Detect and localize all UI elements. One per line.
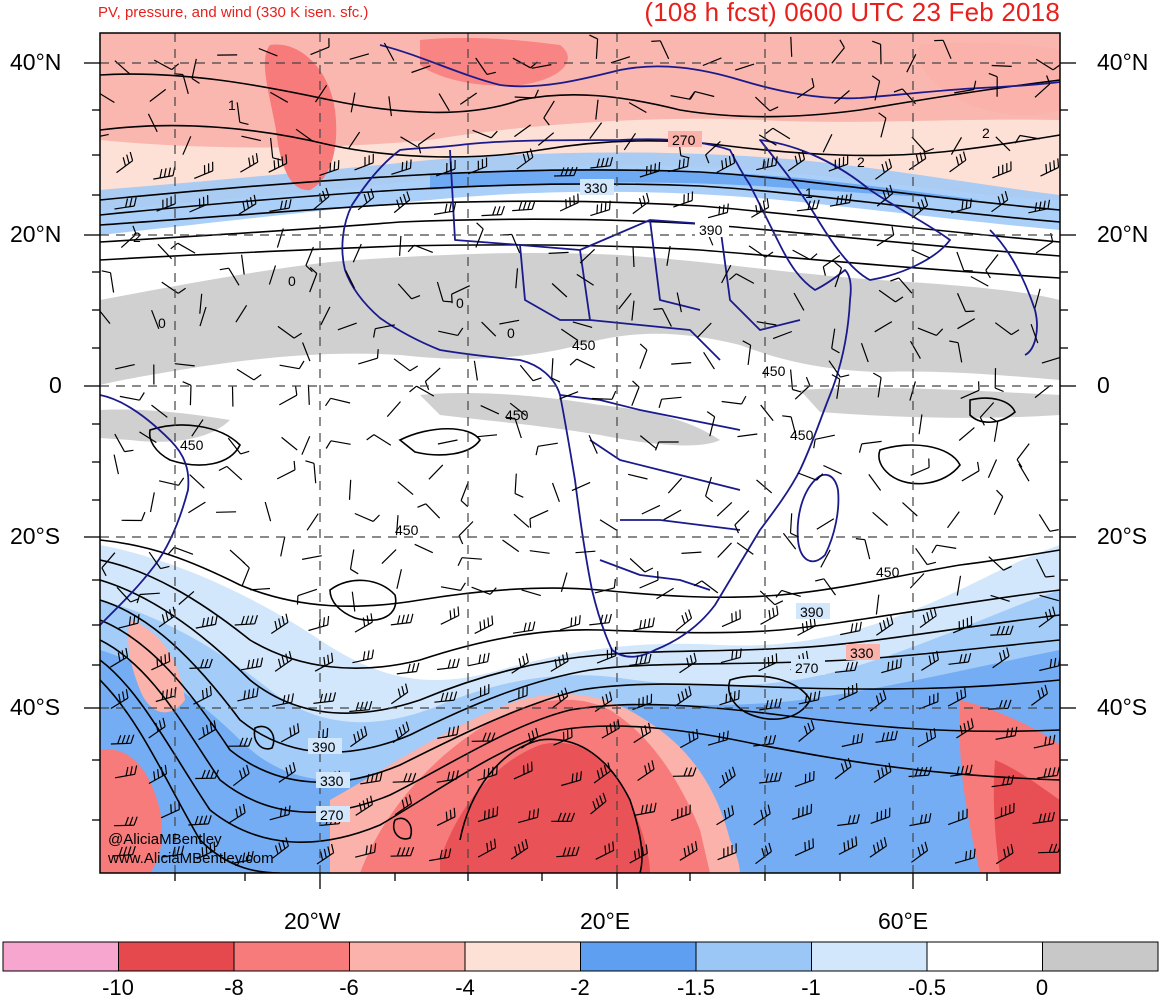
colorbar-label: 0 [1036,975,1048,1001]
lat-label-right: 40°S [1097,694,1147,721]
lat-label-right: 20°N [1097,221,1148,248]
colorbar-swatch [350,942,466,971]
pv-contour-label: 0 [507,325,515,341]
lat-label-left: 20°N [10,221,61,248]
colorbar-swatch [1043,942,1159,971]
pressure-contour-label: 390 [312,739,336,755]
lat-label-left: 40°N [10,49,61,76]
pressure-contour-label: 330 [320,773,344,789]
wind-barb [216,512,236,513]
pressure-contour-label: 450 [505,407,529,423]
colorbar-label: -4 [455,975,475,1001]
colorbar-swatch [119,942,235,971]
pv-contour-label: 2 [857,154,865,170]
colorbar-swatch [696,942,812,971]
colorbar-swatch [465,942,581,971]
pv-contour-label: 0 [288,273,296,289]
pressure-contour-label: 450 [395,522,419,538]
lat-label-left: 40°S [10,694,60,721]
pv-contour-label: 0 [158,315,166,331]
lon-label: 60°E [878,908,928,935]
colorbar [3,942,1158,971]
pressure-contour-label: 450 [876,564,900,580]
lat-label-right: 0 [1097,372,1110,399]
pressure-contour-label: 450 [572,337,596,353]
lat-label-left: 20°S [10,523,60,550]
pressure-contour-label: 330 [850,645,874,661]
pressure-contour-label: 390 [699,222,723,238]
pv-contour-label: 2 [982,125,990,141]
pressure-contour-label: 270 [320,807,344,823]
colorbar-swatch [3,942,119,971]
colorbar-swatch [234,942,350,971]
pressure-contour-label: 270 [672,132,696,148]
colorbar-label: -6 [339,975,359,1001]
pv-contour-label: 0 [456,295,464,311]
pressure-contour-label: 390 [800,604,824,620]
colorbar-swatch [581,942,697,971]
lat-label-left: 0 [49,372,62,399]
pressure-contour-label: 450 [790,427,814,443]
colorbar-label: -1.5 [677,975,715,1001]
lat-label-right: 20°S [1097,523,1147,550]
pressure-contour-label: 330 [584,180,608,196]
lat-label-right: 40°N [1097,49,1148,76]
credit-handle: @AliciaMBentley [108,831,222,848]
credit-website: www.AliciaMBentley.com [108,850,274,867]
lon-label: 20°W [284,908,341,935]
colorbar-label: -10 [102,975,134,1001]
colorbar-label: -8 [224,975,244,1001]
pv-contour-label: 2 [133,229,141,245]
colorbar-swatch [927,942,1043,971]
colorbar-swatch [812,942,928,971]
colorbar-label: -2 [570,975,590,1001]
lon-label: 20°E [580,908,630,935]
colorbar-label: -0.5 [908,975,946,1001]
pv-contour-label: 1 [805,185,813,201]
map-panel: 270 330 390 450 450 450 450 450 450 390 … [88,33,1062,873]
colorbar-label: -1 [801,975,821,1001]
pv-contour-label: 1 [228,97,236,113]
pressure-contour-label: 450 [762,363,786,379]
pressure-contour-label: 270 [795,660,819,676]
pressure-contour-label: 450 [180,437,204,453]
